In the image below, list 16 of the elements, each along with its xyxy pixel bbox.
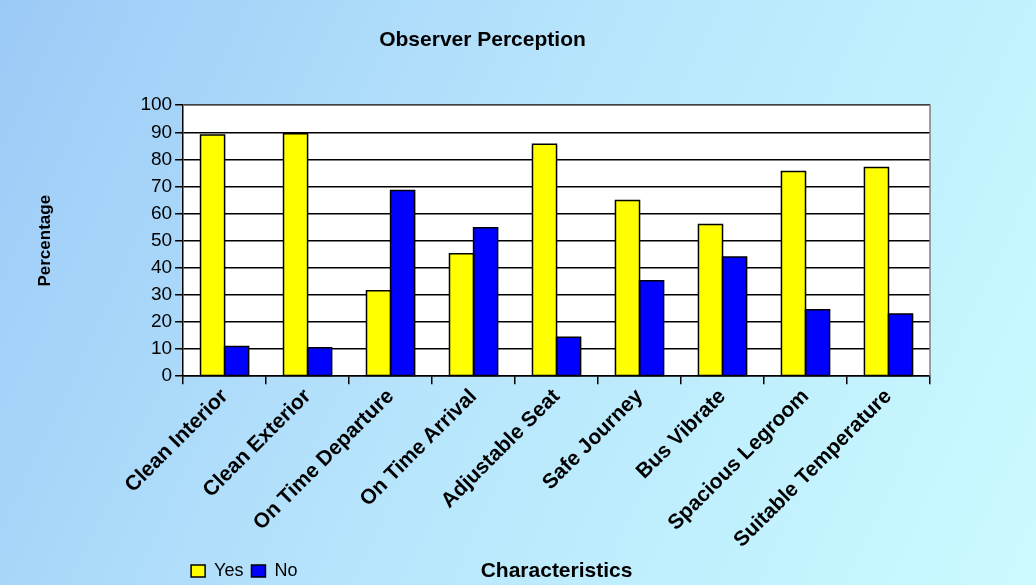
y-tick-label: 20 [150,310,173,332]
y-axis-title: Percentage [34,194,54,287]
y-tick-label: 0 [161,364,173,386]
legend-label: No [274,559,298,580]
legend-label: Yes [214,559,244,580]
y-tick-label: 90 [150,120,173,142]
chart-title: Observer Perception [379,27,586,51]
y-tick-label: 100 [140,93,173,115]
y-tick-label: 30 [150,283,173,305]
y-tick-label: 10 [150,337,173,359]
y-tick-label: 40 [150,256,173,278]
x-axis-title: Characteristics [480,558,633,582]
y-tick-label: 80 [150,147,173,169]
y-tick-label: 70 [150,174,173,196]
y-tick-label: 50 [150,228,173,250]
y-tick-label: 60 [150,201,173,223]
